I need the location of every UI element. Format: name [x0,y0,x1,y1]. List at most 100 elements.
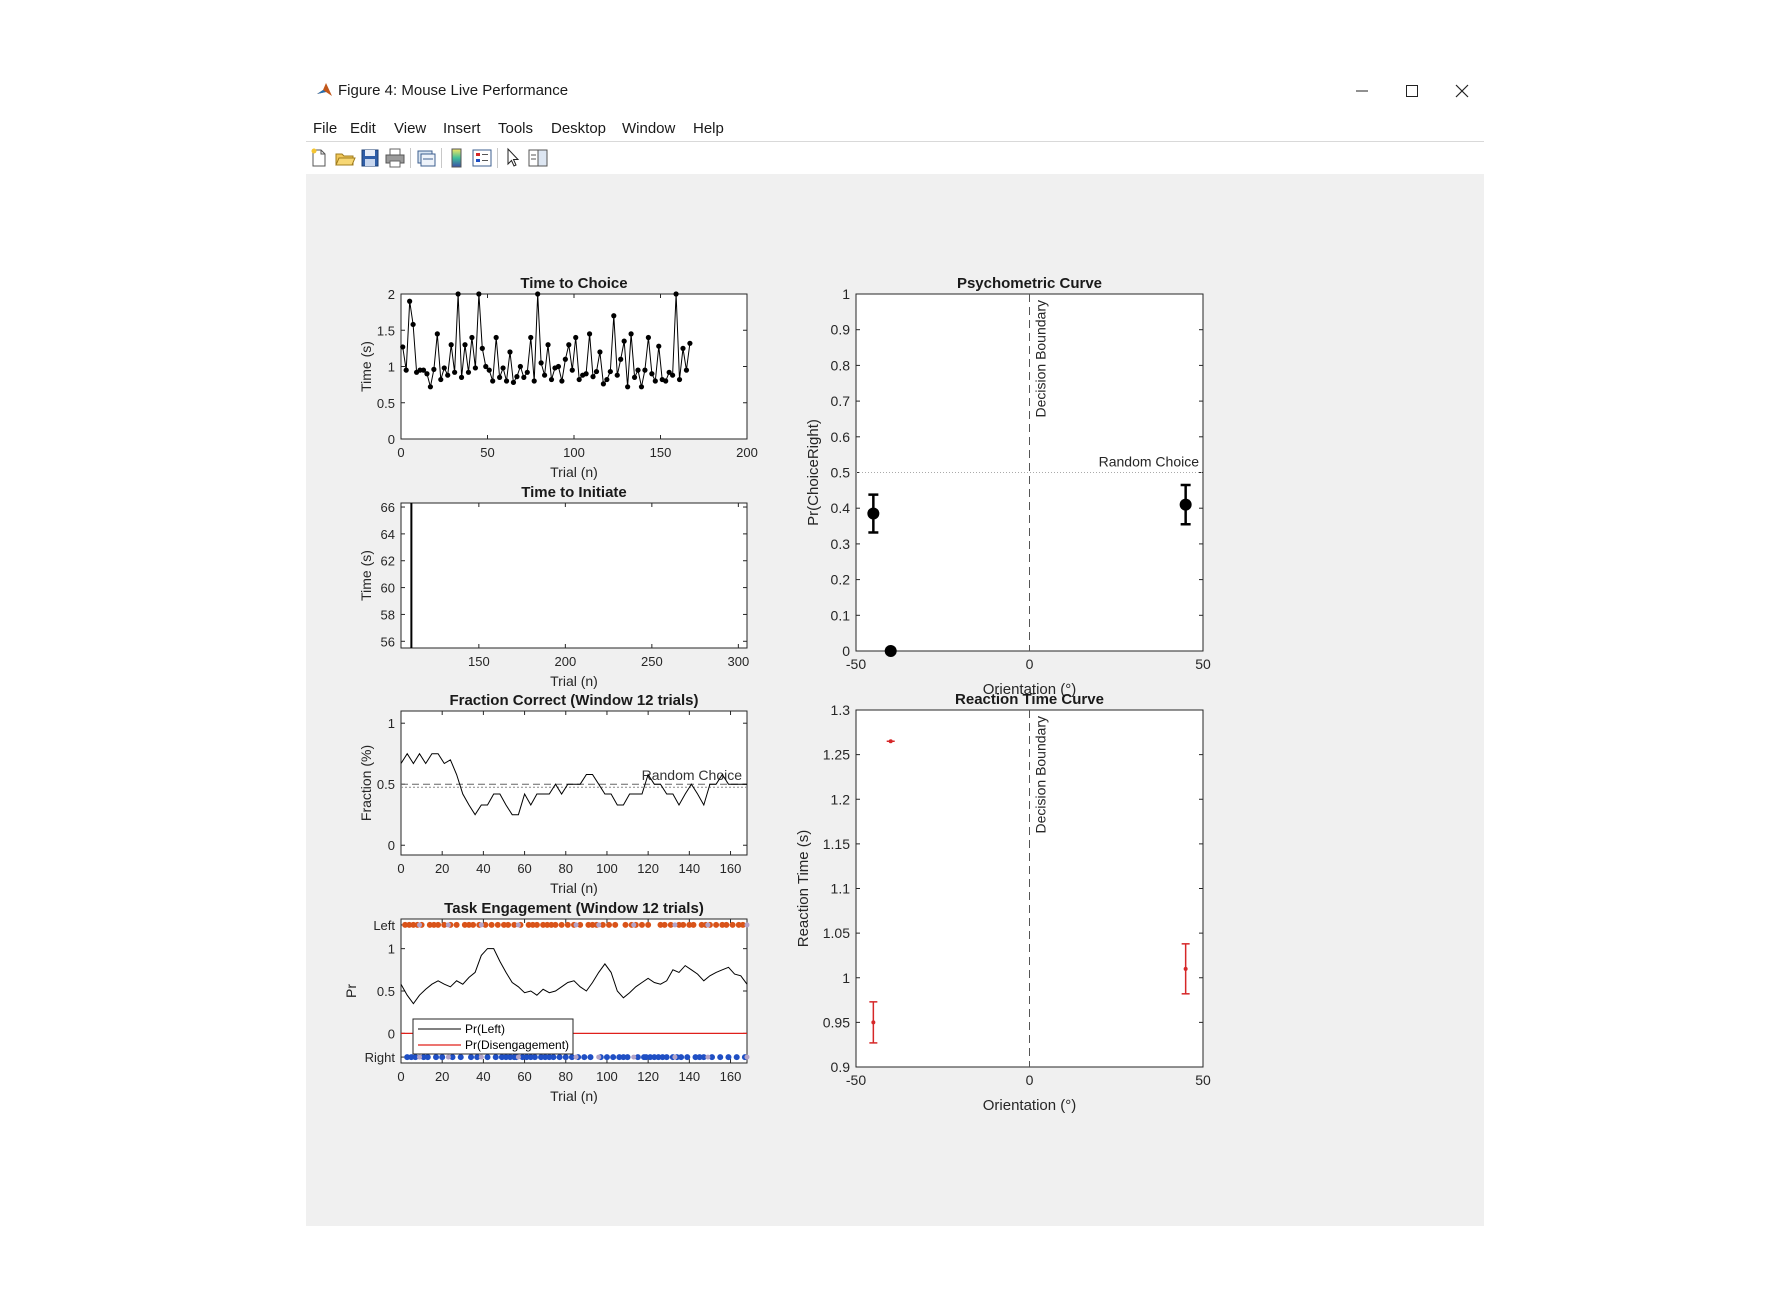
time-to-choice-point [604,376,610,383]
y-tick-label: 1.1 [831,881,851,897]
print-icon[interactable] [384,147,406,169]
right-choice-marker [587,1054,594,1061]
time-to-choice-point [476,291,482,297]
time-to-choice-point [600,381,607,387]
time-to-choice-point [538,360,544,366]
y-tick-label: Right [365,1050,396,1065]
y-tick-label: 1 [388,716,395,731]
close-button[interactable] [1438,75,1486,107]
left-choice-marker [667,921,674,928]
y-tick-label: Left [373,918,395,933]
disengage-marker [573,922,579,928]
x-tick-label: 200 [736,445,758,460]
psychometric-point [1179,498,1192,511]
psychometric-point [884,645,897,657]
x-tick-label: 60 [517,861,531,876]
minimize-button[interactable] [1338,75,1386,107]
time-to-choice-point [448,342,454,348]
left-choice-marker [612,921,619,928]
time-to-choice-point [462,342,468,348]
colorbar-icon[interactable] [446,147,468,169]
left-choice-marker [410,921,417,928]
legend-icon[interactable] [471,147,493,169]
x-tick-label: 60 [517,1069,531,1084]
psychometric-curve-title: Psychometric Curve [957,275,1102,292]
time-to-choice-point [510,379,517,386]
left-choice-marker [645,921,652,928]
menu-help[interactable]: Help [693,120,724,137]
right-choice-marker [708,1054,715,1061]
x-tick-label: 20 [435,861,449,876]
x-tick-label: 50 [1195,656,1211,672]
pointer-icon[interactable] [502,147,524,169]
time-to-choice-point [400,344,406,350]
right-choice-marker [700,1054,707,1061]
time-to-choice-axes: Time to Choice 0 50 100 150 200 Trial (n) Time … [358,275,758,480]
time-to-choice-point [625,384,631,390]
left-choice-marker [453,921,460,928]
reaction-time-point [1183,966,1188,971]
menu-desktop[interactable]: Desktop [551,120,607,137]
disengage-marker [672,922,678,928]
right-choice-marker [556,1054,563,1061]
right-choice-marker [616,1054,623,1061]
left-choice-marker [558,921,565,928]
time-to-choice-point [618,356,624,362]
right-choice-marker [527,1054,534,1061]
decision-boundary-label: Decision Boundary [1033,300,1049,418]
x-tick-label: 140 [678,861,700,876]
right-choice-marker [725,1054,732,1061]
time-to-choice-point [559,378,565,384]
right-choice-marker [684,1054,691,1061]
y-tick-label: 0.5 [377,984,395,999]
time-to-choice-point [680,345,686,351]
time-to-choice-point [438,376,444,383]
menu-insert[interactable]: Insert [443,120,481,137]
maximize-icon [1406,85,1418,97]
time-to-choice-point [493,334,499,341]
y-tick-label: 1 [842,970,850,986]
time-to-choice-point [410,321,416,328]
disengage-marker [596,1054,602,1060]
time-to-choice-point [649,371,655,377]
right-choice-marker [696,1054,703,1061]
right-choice-marker [531,1054,538,1061]
y-tick-label: 0.9 [831,1059,851,1075]
time-to-choice-point [514,374,520,380]
disengage-marker [478,1054,484,1060]
menu-tools[interactable]: Tools [498,120,534,137]
time-to-choice-point [631,374,638,380]
right-choice-marker [519,1054,526,1061]
link-icon[interactable] [415,147,437,169]
task-engagement-legend: Pr(Left) Pr(Disengagement) [412,1018,574,1055]
open-icon[interactable] [334,147,356,169]
left-choice-marker [585,921,592,928]
save-icon[interactable] [359,147,381,169]
menu-file[interactable]: File [313,120,338,137]
psychometric-curve-ylabel: Pr(ChoiceRight) [805,419,822,526]
right-choice-marker [484,1054,491,1061]
task-engagement-ylabel: Pr [343,984,359,998]
time-to-choice-point [621,338,627,344]
x-tick-label: 0 [1026,656,1034,672]
time-to-choice-point [583,371,589,377]
disengage-marker [515,1054,521,1060]
x-tick-label: 160 [720,861,742,876]
menu-window[interactable]: Window [622,120,676,137]
left-choice-marker [589,921,596,928]
time-to-choice-point [673,291,679,297]
property-editor-icon[interactable] [527,147,549,169]
left-choice-marker [713,921,720,928]
left-choice-marker [599,921,606,928]
menu-edit[interactable]: Edit [350,120,376,137]
psychometric-point [867,507,880,520]
time-to-choice-point [535,291,541,297]
left-choice-marker [430,921,437,928]
new-figure-icon[interactable] [308,147,330,169]
left-choice-marker [533,921,540,928]
maximize-button[interactable] [1388,75,1436,107]
menu-view[interactable]: View [394,120,427,137]
right-choice-marker [647,1054,654,1061]
disengage-marker [705,922,711,928]
